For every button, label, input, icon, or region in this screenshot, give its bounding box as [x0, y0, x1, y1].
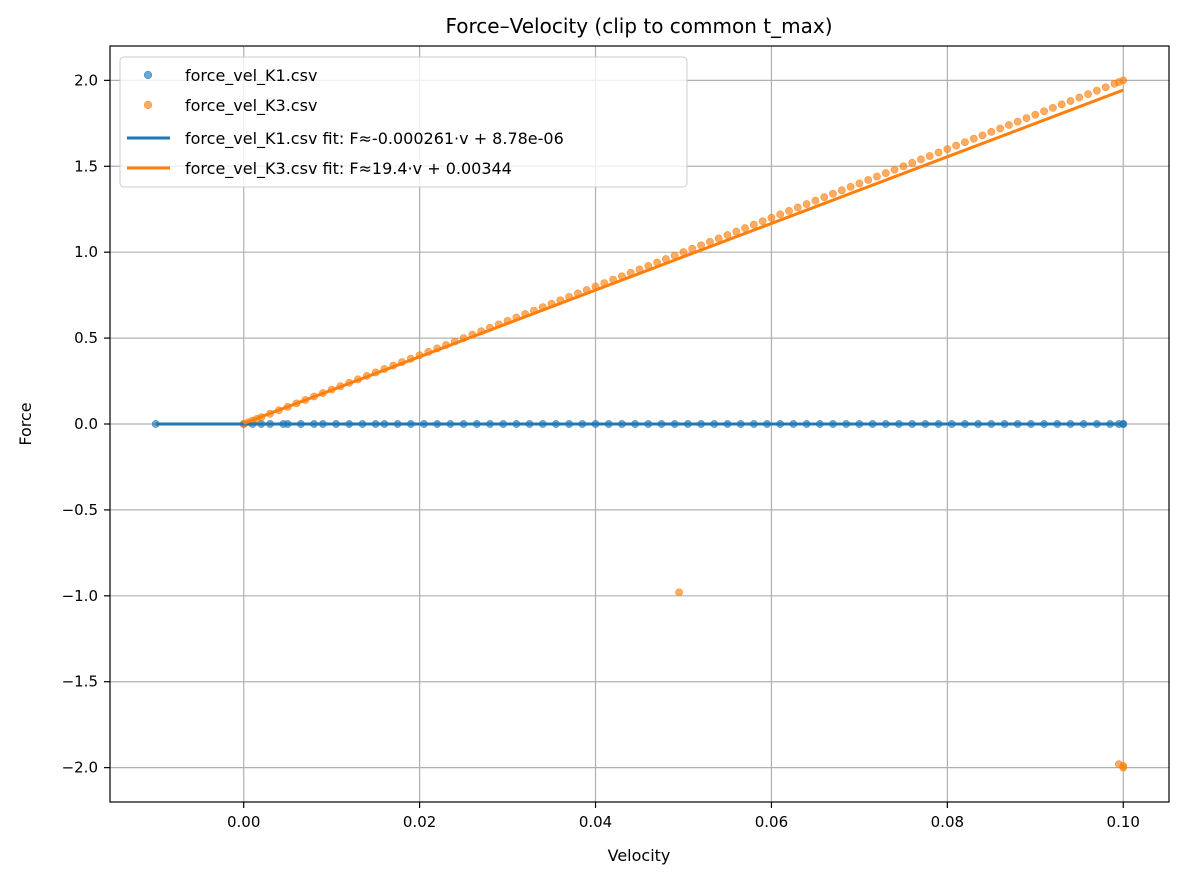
- x-tick-label-3: 0.06: [755, 813, 788, 831]
- series-2-point-75: [873, 172, 881, 181]
- series-2-point-98: [1075, 93, 1084, 102]
- series-2-point-77: [890, 165, 899, 174]
- series-2-point-100: [1092, 86, 1101, 95]
- series-2-point-78: [899, 162, 908, 171]
- series-2-point-88: [987, 128, 996, 136]
- legend-label-1: force_vel_K1.csv: [185, 66, 317, 86]
- series-2-point-92: [1022, 114, 1031, 123]
- series-2-point-80: [917, 155, 925, 164]
- legend-label-2: force_vel_K3.csv: [185, 96, 317, 116]
- series-2-point-59: [732, 227, 741, 236]
- y-tick-label-1: −1.5: [62, 673, 98, 691]
- data-marks: [151, 76, 1128, 772]
- y-tick-label-5: 0.5: [74, 329, 98, 347]
- series-2-point-96: [1057, 100, 1066, 109]
- series-2-point-76: [881, 169, 890, 178]
- y-axis-label: Force: [16, 402, 35, 445]
- x-tick-label-0: 0.00: [227, 813, 260, 831]
- series-2-point-64: [776, 210, 785, 219]
- series-2-point-68: [811, 196, 820, 205]
- y-tick-label-8: 2.0: [74, 71, 98, 89]
- legend-label-3: force_vel_K1.csv fit: F≈-0.000261·v + 8.…: [185, 129, 564, 149]
- series-2-point-65: [785, 207, 793, 215]
- series-2-point-93: [1031, 110, 1040, 119]
- series-2-point-81: [925, 152, 934, 160]
- series-2-point-95: [1048, 103, 1057, 112]
- series-2-point-60: [741, 224, 749, 233]
- series-2-point-73: [855, 179, 864, 188]
- x-tick-label-2: 0.04: [579, 813, 612, 831]
- series-2-point-94: [1040, 107, 1049, 116]
- legend-marker-1: [143, 70, 153, 80]
- series-2-point-52: [675, 588, 683, 597]
- legend: force_vel_K1.csv force_vel_K3.csv force_ve…: [119, 56, 688, 188]
- series-2-point-87: [978, 131, 987, 140]
- y-tick-label-6: 1.0: [74, 243, 98, 261]
- y-tick-label-2: −1.0: [62, 587, 98, 605]
- series-2-point-85: [961, 138, 969, 147]
- legend-marker-2: [143, 100, 153, 110]
- x-axis-label: Velocity: [608, 846, 671, 865]
- series-2-point-107: [1119, 762, 1128, 770]
- x-tick-label-5: 0.10: [1107, 813, 1140, 831]
- series-2-point-97: [1066, 97, 1075, 105]
- y-tick-label-4: 0.0: [74, 415, 98, 433]
- y-axis-ticks: −2.0 −1.5 −1.0 −0.5 0.0 0.5 1.0 1.5 2.0: [62, 71, 110, 777]
- legend-label-4: force_vel_K3.csv fit: F≈19.4·v + 0.00344: [185, 159, 512, 179]
- series-2-point-71: [837, 186, 846, 195]
- series-2-point-84: [952, 141, 961, 150]
- legend-box: [119, 56, 688, 188]
- chart-title: Force–Velocity (clip to common t_max): [445, 14, 832, 38]
- y-tick-label-0: −2.0: [62, 759, 98, 777]
- series-2-point-79: [908, 158, 917, 167]
- series-2-point-89: [996, 124, 1005, 133]
- series-2-point-104: [1119, 76, 1128, 85]
- y-tick-label-7: 1.5: [74, 157, 98, 175]
- series-2-point-86: [969, 134, 978, 143]
- fit-line-2: [243, 88, 1124, 425]
- series-2-point-62: [758, 217, 767, 226]
- series-2-point-63: [767, 213, 776, 222]
- series-2-point-82: [934, 148, 943, 157]
- series-2-point-69: [820, 193, 829, 202]
- series-2-point-61: [749, 220, 758, 229]
- series-2-point-91: [1013, 117, 1022, 126]
- series-2-point-83: [943, 145, 952, 153]
- series-2-point-66: [793, 203, 802, 212]
- x-axis-ticks: 0.00 0.02 0.04 0.06 0.08 0.10: [227, 802, 1140, 831]
- series-2-point-90: [1005, 121, 1013, 129]
- series-2-point-99: [1084, 90, 1092, 99]
- series-2-point-70: [829, 189, 837, 198]
- series-2-point-67: [802, 200, 811, 208]
- x-tick-label-4: 0.08: [931, 813, 964, 831]
- x-tick-label-1: 0.02: [403, 813, 436, 831]
- series-2-point-101: [1101, 83, 1110, 92]
- series-2-point-74: [864, 176, 873, 184]
- y-tick-label-3: −0.5: [62, 501, 98, 519]
- series-2-point-72: [846, 182, 855, 191]
